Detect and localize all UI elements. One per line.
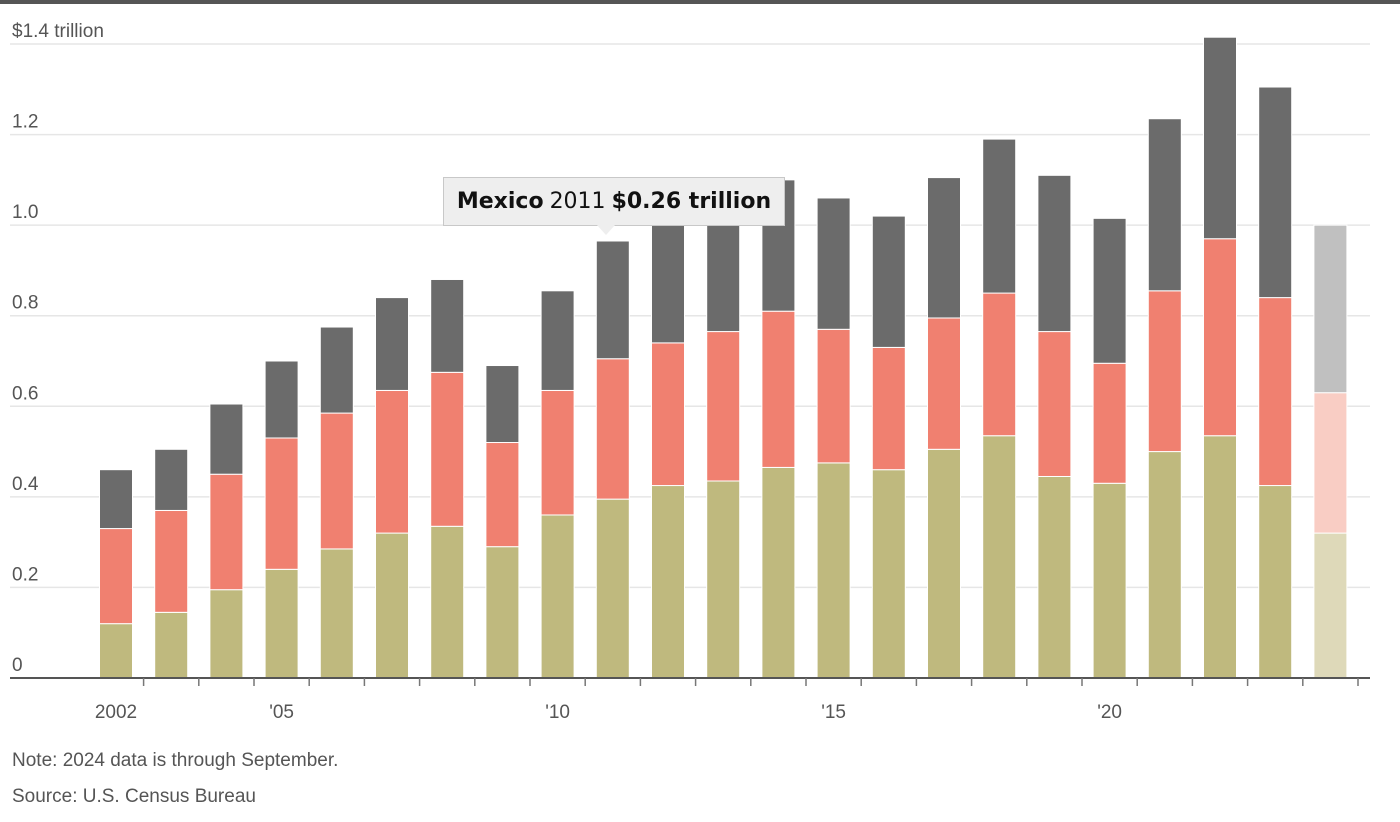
bar-segment-2020-1[interactable] — [1092, 362, 1127, 484]
bar-segment-2019-0[interactable] — [1037, 475, 1072, 679]
tooltip-country: Mexico — [456, 189, 544, 214]
x-tick-label: '20 — [1097, 702, 1122, 723]
bar-segment-2004-0[interactable] — [209, 589, 244, 679]
bar-segment-2007-0[interactable] — [375, 532, 409, 679]
y-tick-label: 0.4 — [12, 474, 39, 495]
bar-segment-2005-1[interactable] — [264, 437, 299, 570]
y-tick-label: 0 — [12, 655, 23, 676]
bar-segment-2018-2[interactable] — [982, 138, 1017, 294]
x-tick-label: '10 — [545, 702, 570, 723]
bar-segment-2023-1[interactable] — [1258, 297, 1293, 487]
bar-segment-2015-2[interactable] — [816, 197, 851, 330]
bar-segment-2013-0[interactable] — [706, 480, 741, 679]
bar-segment-2024-2[interactable] — [1313, 224, 1348, 394]
bar-segment-2005-2[interactable] — [264, 360, 299, 439]
bar-segment-2016-0[interactable] — [871, 469, 906, 679]
y-tick-label: 1.2 — [12, 112, 38, 133]
bar-segment-2017-2[interactable] — [927, 177, 961, 319]
bar-segment-2008-2[interactable] — [430, 278, 465, 373]
bars — [99, 36, 1348, 679]
bar-segment-2003-1[interactable] — [154, 509, 189, 613]
bar-segment-2002-0[interactable] — [99, 623, 133, 679]
x-tick-label: '15 — [821, 702, 846, 723]
tooltip-year: 2011 — [549, 189, 606, 214]
bar-segment-2005-0[interactable] — [264, 568, 299, 679]
bar-segment-2007-1[interactable] — [375, 389, 409, 534]
bar-segment-2002-1[interactable] — [99, 528, 133, 625]
bar-segment-2009-2[interactable] — [485, 365, 520, 444]
bar-segment-2023-2[interactable] — [1258, 86, 1293, 299]
bar-segment-2016-2[interactable] — [871, 215, 906, 348]
y-tick-label: 0.8 — [12, 293, 38, 314]
bar-segment-2011-1[interactable] — [595, 358, 630, 500]
y-tick-label: 1.0 — [12, 202, 38, 223]
bar-segment-2013-2[interactable] — [706, 217, 741, 333]
y-tick-label: $1.4 trillion — [12, 21, 104, 42]
bar-segment-2024-1[interactable] — [1313, 392, 1348, 534]
bar-segment-2011-0[interactable] — [595, 498, 630, 679]
bar-segment-2017-0[interactable] — [927, 448, 961, 679]
bar-segment-2012-2[interactable] — [651, 222, 685, 344]
bar-segment-2012-1[interactable] — [651, 342, 685, 487]
bar-segment-2021-2[interactable] — [1147, 118, 1182, 292]
bar-segment-2003-0[interactable] — [154, 611, 189, 679]
bar-segment-2008-0[interactable] — [430, 525, 465, 679]
x-tick-label: 2002 — [95, 702, 137, 723]
bar-segment-2020-2[interactable] — [1092, 217, 1127, 364]
bar-segment-2014-0[interactable] — [761, 466, 796, 679]
bar-segment-2004-2[interactable] — [209, 403, 244, 475]
bar-segment-2022-1[interactable] — [1203, 238, 1237, 437]
chart-note: Note: 2024 data is through September. — [12, 750, 339, 771]
tooltip-pointer — [597, 225, 615, 235]
bar-segment-2018-0[interactable] — [982, 435, 1017, 679]
bar-segment-2006-0[interactable] — [319, 548, 354, 679]
bar-segment-2003-2[interactable] — [154, 448, 189, 511]
bar-segment-2010-1[interactable] — [540, 389, 575, 516]
bar-segment-2006-2[interactable] — [319, 326, 354, 414]
top-rule — [0, 0, 1400, 4]
y-tick-label: 0.6 — [12, 383, 38, 404]
bar-segment-2021-0[interactable] — [1147, 451, 1182, 679]
bar-segment-2011-2[interactable] — [595, 240, 630, 360]
bar-segment-2023-0[interactable] — [1258, 485, 1293, 679]
bar-segment-2018-1[interactable] — [982, 292, 1017, 437]
tooltip-value: $0.26 trillion — [611, 189, 772, 214]
x-tick-label: '05 — [269, 702, 294, 723]
bar-segment-2019-1[interactable] — [1037, 331, 1072, 477]
axes: 0 0.2 0.4 0.6 0.8 1.0 1.2 $1.4 trillion 2002 '05 '… — [10, 21, 1370, 723]
bar-segment-2012-0[interactable] — [651, 485, 685, 679]
y-tick-label: 0.2 — [12, 564, 38, 585]
bar-segment-2010-2[interactable] — [540, 290, 575, 391]
bar-segment-2021-1[interactable] — [1147, 290, 1182, 453]
bar-segment-2024-0[interactable] — [1313, 532, 1348, 679]
bar-segment-2009-0[interactable] — [485, 546, 520, 679]
bar-segment-2017-1[interactable] — [927, 317, 961, 450]
bar-segment-2008-1[interactable] — [430, 371, 465, 527]
bar-segment-2020-0[interactable] — [1092, 482, 1127, 679]
bar-segment-2014-1[interactable] — [761, 310, 796, 468]
bar-segment-2022-0[interactable] — [1203, 435, 1237, 679]
bar-segment-2022-2[interactable] — [1203, 36, 1237, 240]
bar-segment-2004-1[interactable] — [209, 473, 244, 591]
bar-segment-2002-2[interactable] — [99, 469, 133, 530]
bar-segment-2009-1[interactable] — [485, 442, 520, 548]
chart-source: Source: U.S. Census Bureau — [12, 786, 256, 807]
bar-segment-2013-1[interactable] — [706, 331, 741, 482]
bar-segment-2016-1[interactable] — [871, 346, 906, 471]
bar-segment-2015-1[interactable] — [816, 328, 851, 464]
bar-segment-2010-0[interactable] — [540, 514, 575, 679]
bar-segment-2019-2[interactable] — [1037, 174, 1072, 333]
tooltip: Mexico 2011 $0.26 trillion — [443, 177, 785, 226]
bar-segment-2006-1[interactable] — [319, 412, 354, 550]
bar-segment-2015-0[interactable] — [816, 462, 851, 679]
bar-segment-2007-2[interactable] — [375, 297, 409, 391]
